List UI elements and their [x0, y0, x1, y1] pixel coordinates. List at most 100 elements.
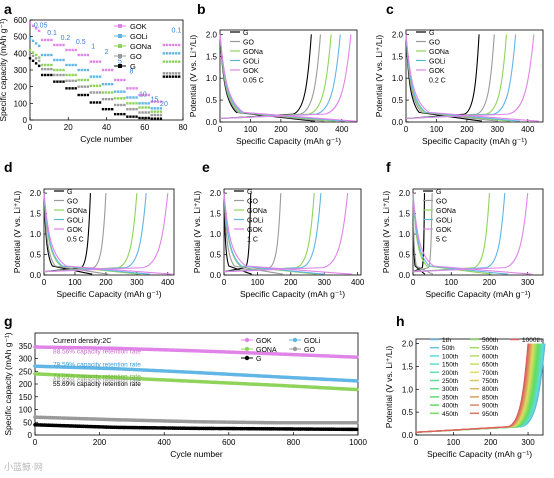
rate-label: 10	[139, 92, 147, 99]
y-tick-label: 1.5	[210, 210, 222, 219]
x-tick-label: 100	[244, 125, 258, 134]
data-point	[141, 93, 144, 97]
data-point	[68, 73, 71, 77]
charge-curve	[223, 193, 349, 273]
y-tick-label: 0.0	[210, 271, 222, 280]
data-point	[132, 115, 135, 118]
x-tick-label: 100	[251, 278, 265, 287]
data-point	[101, 97, 105, 101]
data-point	[92, 75, 96, 78]
x-tick-label: 300	[491, 125, 505, 134]
data-point	[159, 110, 163, 113]
data-point	[132, 96, 135, 99]
data-point	[80, 78, 83, 82]
legend-label: GO	[247, 199, 258, 206]
charge-curve	[415, 343, 533, 433]
data-point	[107, 68, 111, 72]
data-point	[37, 56, 41, 59]
legend-label: GO	[130, 52, 142, 61]
legend-label: GONa	[429, 49, 449, 56]
data-point	[50, 67, 53, 71]
data-point	[80, 68, 83, 72]
data-point	[65, 48, 68, 52]
charge-curve	[219, 34, 312, 120]
x-axis-label: Cycle number	[170, 449, 223, 459]
legend-label: GOLi	[243, 59, 260, 66]
legend-marker	[244, 346, 250, 352]
data-point	[117, 97, 120, 100]
legend-label: G	[429, 30, 434, 37]
data-point	[47, 63, 50, 67]
retention-label: 68.64% capacity retention rate	[53, 378, 141, 385]
legend-label: GOK	[67, 227, 83, 234]
data-point	[129, 115, 132, 118]
data-point	[77, 78, 80, 82]
data-point	[144, 93, 147, 97]
data-point	[354, 355, 359, 359]
data-point	[111, 91, 114, 94]
charge-curve	[405, 34, 535, 120]
data-point	[165, 43, 169, 47]
y-tick-label: 2.0	[30, 189, 42, 198]
data-point	[56, 58, 59, 62]
x-tick-label: 100	[447, 438, 461, 447]
panel-a: a 0 20 40 60 80 0 100 200 300 400 500 600 Cycle numbe…	[0, 1, 188, 144]
y-tick-label: 500	[14, 33, 28, 42]
legend-marker	[244, 355, 250, 361]
data-point	[31, 59, 35, 63]
charge-curve	[405, 34, 495, 120]
x-axis-label: Specific Capacity (mAh g⁻¹)	[427, 449, 532, 459]
data-point	[138, 93, 141, 97]
legend-label: GONa	[247, 208, 267, 215]
panel-letter: a	[4, 1, 12, 17]
y-tick-label: 100	[14, 99, 28, 108]
charge-curve	[412, 193, 433, 273]
data-point	[156, 100, 160, 103]
x-tick-label: 60	[140, 123, 149, 132]
data-point	[354, 387, 359, 392]
y-axis-label: Potential (V vs. Li⁺/Li)	[192, 191, 202, 274]
data-point	[147, 106, 150, 109]
data-point	[34, 27, 38, 30]
x-tick-label: 100	[430, 125, 444, 134]
data-point	[95, 84, 99, 88]
data-point	[71, 48, 74, 52]
legend-label: 250th	[442, 378, 459, 385]
y-tick-label: 400	[14, 49, 28, 58]
data-point	[104, 68, 108, 72]
legend-label: GOLi	[304, 338, 321, 345]
data-point	[50, 53, 53, 57]
x-tick-label: 200	[484, 438, 498, 447]
y-axis-label: Potential (V vs. Li⁺/Li)	[188, 35, 198, 118]
data-point	[53, 68, 56, 72]
data-point	[62, 43, 65, 47]
x-axis-label: Specific Capacity (mAh g⁻¹)	[240, 289, 345, 299]
legend-label: GOK	[130, 22, 147, 31]
legend-label: GOLi	[429, 59, 446, 66]
x-axis-label: Specific Capacity (mAh g⁻¹)	[236, 136, 341, 146]
legend-marker	[118, 34, 122, 38]
legend-marker	[118, 44, 122, 48]
data-point	[141, 116, 144, 120]
data-point	[34, 57, 38, 60]
data-point	[86, 93, 90, 97]
data-point	[111, 82, 114, 86]
data-point	[144, 102, 147, 105]
data-point	[162, 60, 166, 63]
data-point	[168, 75, 172, 78]
data-point	[129, 87, 132, 90]
data-point	[150, 117, 153, 120]
y-tick-label: 50	[23, 418, 32, 427]
legend-label: 100th	[442, 353, 459, 360]
data-point	[174, 72, 178, 75]
panel-letter: g	[4, 313, 13, 329]
x-tick-label: 800	[287, 438, 301, 447]
y-tick-label: 0.5	[210, 251, 222, 260]
data-point	[174, 52, 178, 55]
data-point	[171, 43, 175, 47]
x-tick-label: 0	[404, 125, 409, 134]
y-axis-label: Potential (V vs. Li⁺/Li)	[12, 191, 22, 274]
data-point	[129, 107, 132, 111]
data-point	[171, 72, 175, 75]
x-tick-label: 0	[218, 125, 223, 134]
